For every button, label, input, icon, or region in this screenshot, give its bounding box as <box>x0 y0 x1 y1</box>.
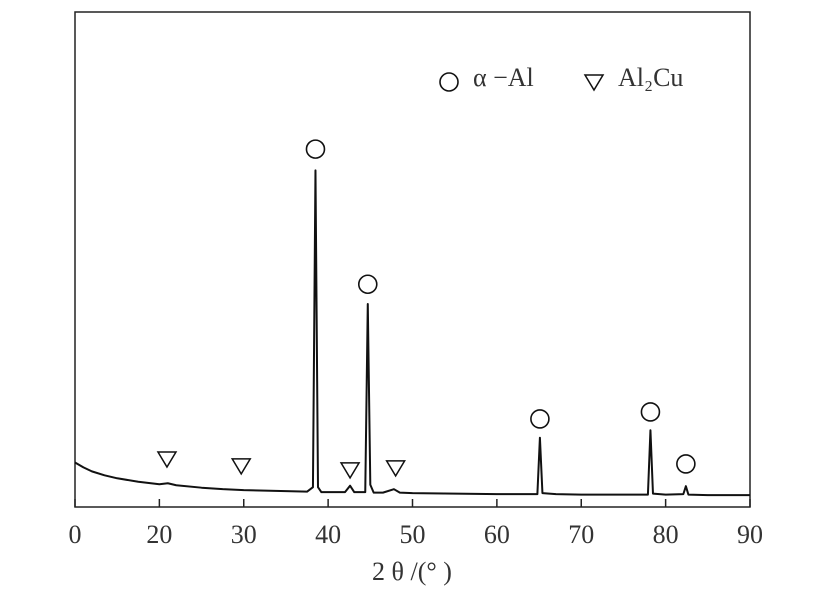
circle-marker <box>640 402 661 422</box>
triangle-marker <box>156 451 178 469</box>
x-tick-label: 70 <box>568 520 594 549</box>
x-tick-label: 50 <box>400 520 426 549</box>
legend-symbol <box>439 72 459 92</box>
x-tick-label: 60 <box>484 520 510 549</box>
data-line <box>74 169 750 497</box>
triangle-marker <box>385 460 406 478</box>
legend-label: α −Al <box>473 63 534 92</box>
x-tick-label: 0 <box>69 520 82 549</box>
legend-label: Al₂Cu <box>618 63 683 92</box>
x-tick-label: 40 <box>315 520 341 549</box>
circle-marker <box>530 409 550 429</box>
legend-symbol <box>583 74 605 92</box>
circle-marker <box>305 139 326 159</box>
x-tick-label: 80 <box>653 520 679 549</box>
x-tick-label: 30 <box>231 520 257 549</box>
circle-marker <box>357 274 378 295</box>
triangle-marker <box>339 462 361 480</box>
circle-marker <box>676 454 696 474</box>
x-tick-label: 90 <box>737 520 763 549</box>
triangle-marker <box>230 458 252 476</box>
x-tick-label: 20 <box>146 520 172 549</box>
x-axis-label: 2 θ /(° ) <box>372 557 452 586</box>
